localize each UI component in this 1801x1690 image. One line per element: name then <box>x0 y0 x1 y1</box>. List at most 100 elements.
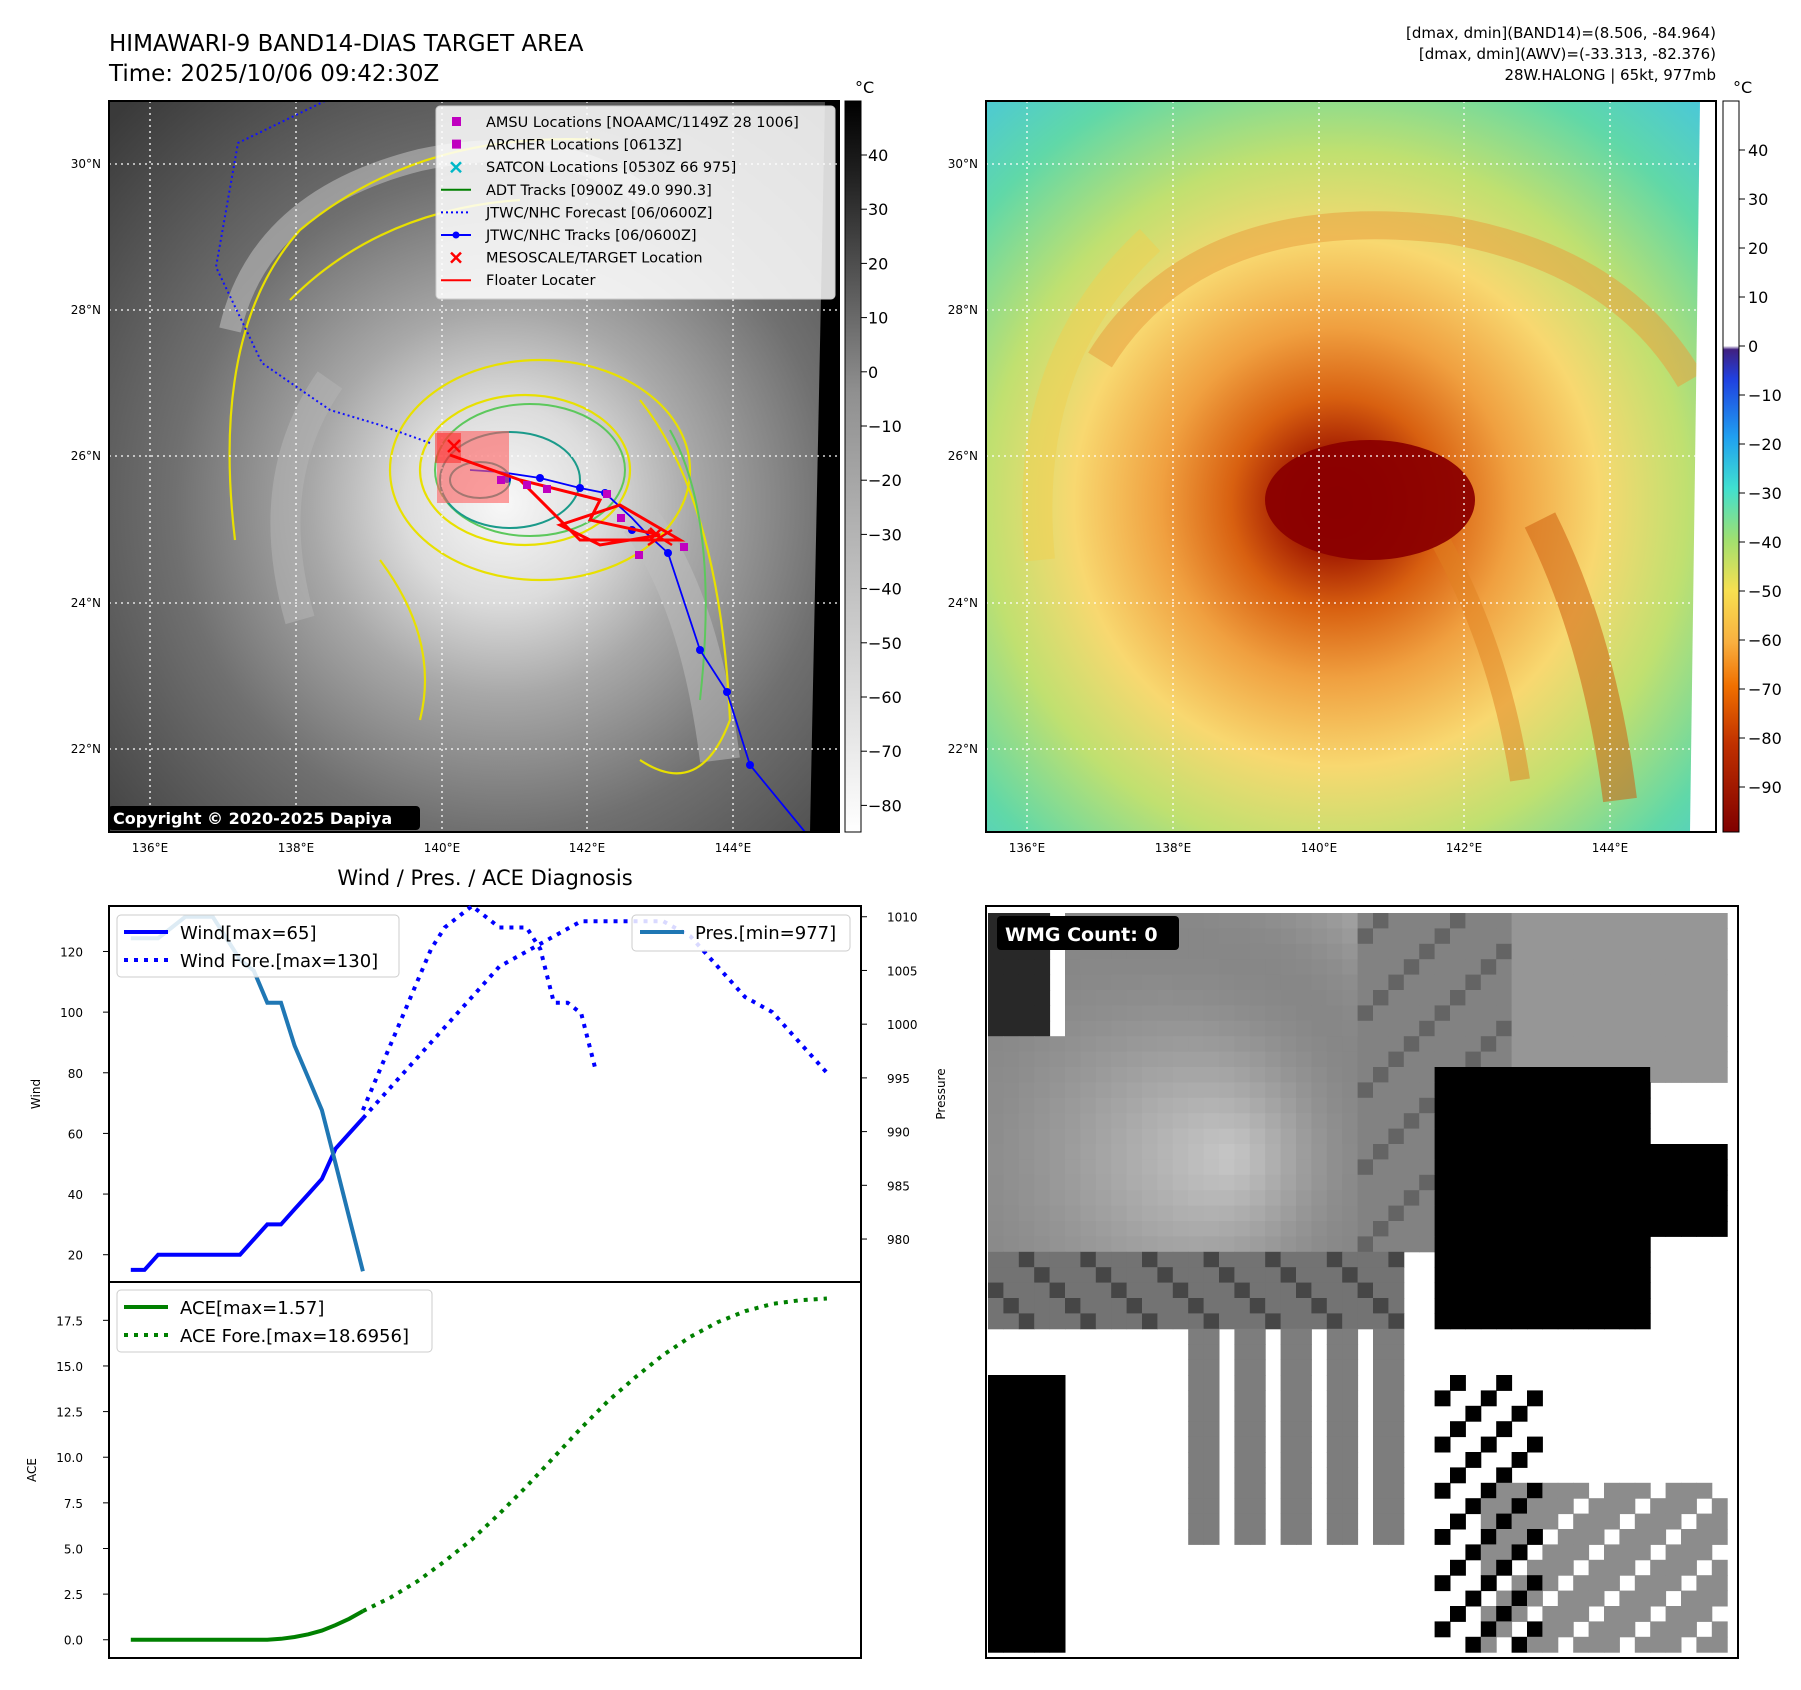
wmg-cell <box>1557 1097 1574 1114</box>
wmg-cell <box>1527 1236 1543 1253</box>
wmg-cell <box>1557 990 1574 1006</box>
wmg-cell <box>1650 1590 1667 1607</box>
wmg-cell <box>1465 1636 1482 1653</box>
wmg-cell <box>1080 1036 1097 1053</box>
wmg-cell <box>1357 1190 1374 1207</box>
wmg-cell <box>1511 1529 1528 1545</box>
ace-legend-label: ACE Fore.[max=18.6956] <box>180 1326 409 1347</box>
wmg-cell <box>1249 1144 1266 1160</box>
wmg-cell <box>1434 928 1451 945</box>
wmg-cell <box>1419 1051 1436 1068</box>
wmg-cell <box>1527 1298 1543 1314</box>
wmg-cell <box>1234 1113 1251 1130</box>
wmg-cell <box>1450 1036 1466 1053</box>
wmg-cell <box>1280 1051 1297 1068</box>
wmg-cell <box>1280 1128 1297 1145</box>
wmg-cell <box>1219 1144 1235 1160</box>
wmg-cell <box>1496 1205 1513 1222</box>
wmg-cell <box>1650 1221 1667 1237</box>
wmg-cell <box>1604 943 1620 960</box>
wmg-cell <box>1280 990 1297 1006</box>
wind-pressure-chart: Wind Pressure 20406080100120980985990995… <box>29 903 948 1283</box>
wmg-cell <box>1527 1482 1543 1499</box>
wmg-cell <box>1650 1020 1667 1037</box>
wmg-cell <box>1265 1036 1282 1053</box>
wmg-cell <box>1311 1205 1328 1222</box>
wmg-cell <box>1357 1144 1374 1160</box>
wmg-cell <box>1280 1236 1297 1253</box>
wind-axis-label: Wind <box>29 1079 43 1109</box>
wmg-cell <box>1419 1005 1436 1022</box>
wmg-cell <box>1511 1267 1528 1284</box>
wmg-cell <box>1157 1159 1174 1176</box>
wmg-cell <box>1296 1267 1312 1284</box>
floater-locater-lines <box>449 453 686 547</box>
wmg-cell <box>1511 959 1528 976</box>
wmg-cell <box>1311 1082 1328 1099</box>
wmg-cell <box>1342 1097 1359 1114</box>
wmg-cell <box>1034 1375 1051 1391</box>
wmg-cell <box>1265 1251 1282 1268</box>
wmg-cell <box>1142 1159 1158 1176</box>
wmg-cell <box>1696 1636 1713 1653</box>
wmg-cell <box>1634 1128 1651 1145</box>
wmg-cell <box>1496 1282 1513 1299</box>
wmg-cell <box>988 1436 1004 1453</box>
wmg-cell <box>988 1128 1004 1145</box>
wmg-cell <box>1034 1282 1051 1299</box>
wmg-cell <box>1249 1159 1266 1176</box>
wmg-cell <box>1711 1174 1728 1191</box>
wmg-cell <box>1511 1636 1528 1653</box>
wmg-cell <box>1527 1036 1543 1053</box>
ace-y-tick-label: 12.5 <box>56 1406 83 1420</box>
wmg-cell <box>1249 1097 1266 1114</box>
wmg-cell <box>1296 1174 1312 1191</box>
wmg-cell <box>1049 1513 1066 1530</box>
wmg-cell <box>1065 1313 1081 1330</box>
wmg-cell <box>1496 1005 1513 1022</box>
wmg-cell <box>1711 1020 1728 1037</box>
wmg-cell <box>1480 1529 1497 1545</box>
wmg-cell <box>1034 1590 1051 1607</box>
wmg-cell <box>1388 959 1405 976</box>
dmax-band14: [dmax, dmin](BAND14)=(8.506, -84.964) <box>1406 24 1716 42</box>
wmg-cell <box>1588 1190 1605 1207</box>
wmg-cell <box>1542 959 1559 976</box>
wmg-cell <box>1188 1267 1205 1284</box>
wmg-cell <box>1388 1436 1405 1453</box>
wmg-cell <box>1434 1621 1451 1638</box>
wmg-cell <box>1496 1251 1513 1268</box>
wmg-cell <box>1234 1298 1251 1314</box>
wmg-cell <box>1604 1636 1620 1653</box>
wmg-cell <box>1480 1020 1497 1037</box>
series-line-3 <box>361 903 597 1111</box>
wmg-cell <box>1496 974 1513 991</box>
wmg-cell <box>1650 1190 1667 1207</box>
wmg-cell <box>1604 1067 1620 1083</box>
wmg-cell <box>1465 1251 1482 1268</box>
legend-x-marker <box>450 161 462 174</box>
wmg-cell <box>1126 1113 1143 1130</box>
wmg-cell <box>1203 1174 1220 1191</box>
wmg-cell <box>1496 943 1513 960</box>
wmg-cell <box>1542 990 1559 1006</box>
wmg-cell <box>1496 1051 1513 1068</box>
wmg-cell <box>1003 1482 1020 1499</box>
wmg-cell <box>1465 1267 1482 1284</box>
wmg-cell <box>1681 1529 1697 1545</box>
wmg-cell <box>1511 1020 1528 1037</box>
wmg-cell <box>1557 1159 1574 1176</box>
wmg-cell <box>1496 1559 1513 1576</box>
wmg-cell <box>1619 1221 1636 1237</box>
wmg-cell <box>1111 1067 1128 1083</box>
wmg-cell <box>1604 974 1620 991</box>
wmg-cell <box>1403 1221 1420 1237</box>
wmg-cell <box>1095 1082 1112 1099</box>
wmg-cell <box>1296 943 1312 960</box>
wmg-cell <box>1342 1452 1359 1468</box>
wmg-cell <box>1219 974 1235 991</box>
wmg-cell <box>1434 943 1451 960</box>
wmg-cell <box>1326 990 1343 1006</box>
wmg-cell <box>1542 1205 1559 1222</box>
wmg-cell <box>1065 1097 1081 1114</box>
